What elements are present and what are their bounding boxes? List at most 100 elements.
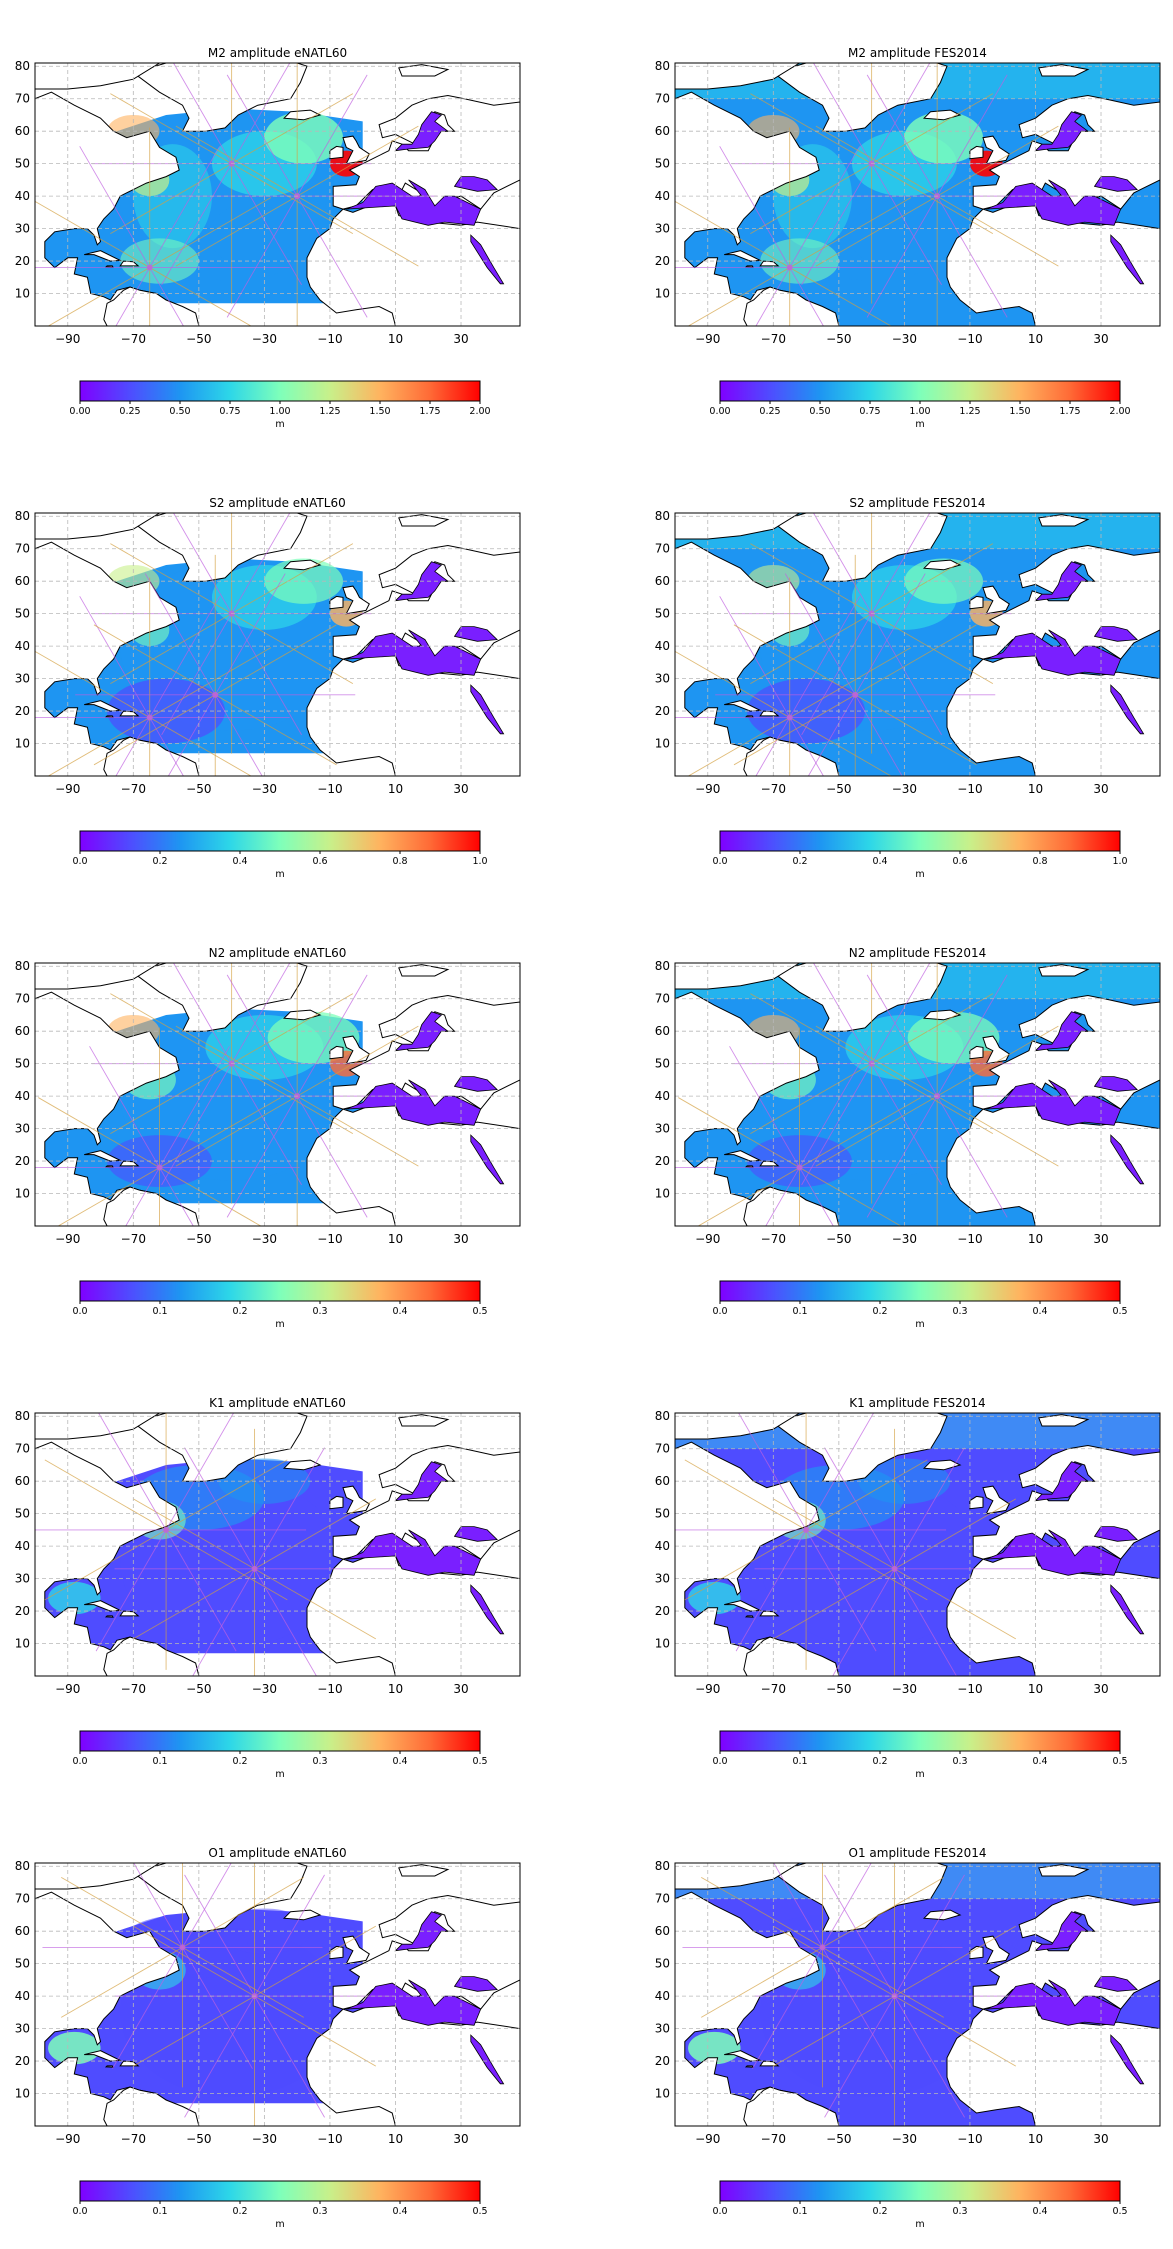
colorbar-unit: m <box>915 1769 924 1780</box>
colorbar-tick-label: 1.75 <box>1059 406 1080 417</box>
land-greenland <box>132 63 308 132</box>
phase-line <box>801 1063 873 1186</box>
phase-line <box>815 125 938 197</box>
y-tick-label: 70 <box>15 1442 30 1456</box>
x-tick-label: −30 <box>252 332 277 346</box>
y-tick-label: 50 <box>15 1057 30 1071</box>
phase-line <box>936 195 1008 318</box>
phase-line <box>110 93 232 165</box>
y-tick-label: 80 <box>655 59 670 73</box>
phase-line <box>112 1947 183 2069</box>
x-tick-label: −70 <box>761 1232 786 1246</box>
y-tick-label: 10 <box>15 2087 30 2101</box>
phase-line <box>60 1877 183 1948</box>
phase-line <box>733 694 856 766</box>
colorbar-tick-label: 0.75 <box>219 406 240 417</box>
x-tick-label: −90 <box>55 2132 80 2146</box>
y-tick-label: 10 <box>15 1637 30 1651</box>
y-tick-label: 60 <box>655 574 670 588</box>
phase-line <box>719 146 791 268</box>
phase-line <box>750 543 872 615</box>
phase-line <box>678 1097 800 1168</box>
x-tick-label: −90 <box>55 1232 80 1246</box>
phase-line <box>755 267 791 326</box>
phase-line <box>750 613 872 685</box>
map-frame <box>34 1412 521 1677</box>
phase-line <box>822 1947 893 2069</box>
land-southAmerica <box>743 1636 840 1676</box>
land-southAmerica <box>743 2086 840 2126</box>
phase-line <box>133 1498 255 1570</box>
colorbar-tick-label: 0.5 <box>1112 1306 1127 1317</box>
y-tick-label: 20 <box>655 704 670 718</box>
colorbar-unit: m <box>275 419 284 430</box>
y-tick-label: 60 <box>15 124 30 138</box>
y-tick-label: 40 <box>655 639 670 653</box>
phase-line <box>855 694 977 766</box>
map-area <box>675 63 1160 326</box>
phase-line <box>110 163 232 235</box>
y-tick-label: 30 <box>15 1572 30 1586</box>
y-tick-label: 50 <box>655 1057 670 1071</box>
phase-line <box>35 650 150 718</box>
y-tick-label: 10 <box>655 287 670 301</box>
land-southAmerica <box>103 286 200 326</box>
phase-line <box>226 1095 298 1218</box>
land-jamaica <box>104 2065 114 2068</box>
land-southAmerica <box>103 1186 200 1226</box>
phase-line <box>93 694 216 766</box>
y-tick-label: 40 <box>655 1089 670 1103</box>
sea-med <box>986 629 1122 676</box>
y-tick-label: 20 <box>655 1154 670 1168</box>
phase-line <box>801 163 873 286</box>
sea-red <box>1110 684 1145 735</box>
y-tick-label: 80 <box>655 509 670 523</box>
colorbar <box>79 380 481 402</box>
map-area <box>675 1863 1160 2126</box>
colorbar-unit: m <box>275 1769 284 1780</box>
colorbar-tick-label: 0.0 <box>712 856 727 867</box>
phase-line <box>894 1925 1017 1997</box>
land-greatBritain <box>342 135 370 165</box>
phase-line <box>98 1413 167 1531</box>
colorbar-tick-label: 0.4 <box>392 2206 407 2217</box>
land-svalbard <box>398 64 450 77</box>
colorbar-tick-label: 0.4 <box>872 856 887 867</box>
phase-line <box>675 650 790 718</box>
colorbar-tick-label: 1.0 <box>472 856 487 867</box>
x-tick-label: 10 <box>1028 1682 1043 1696</box>
amplitude-region <box>858 1458 951 1504</box>
colorbar <box>79 830 481 852</box>
colorbar-tick-label: 1.00 <box>269 406 290 417</box>
phase-line <box>936 125 1059 197</box>
colorbar-tick-label: 0.2 <box>792 856 807 867</box>
y-tick-label: 50 <box>15 607 30 621</box>
land-ireland <box>969 145 984 160</box>
amphidrome-point <box>852 691 859 698</box>
phase-line <box>733 624 856 696</box>
y-tick-label: 30 <box>15 222 30 236</box>
y-tick-label: 20 <box>655 1604 670 1618</box>
y-tick-label: 60 <box>15 1024 30 1038</box>
phase-line <box>815 195 938 267</box>
y-tick-label: 20 <box>15 1154 30 1168</box>
map-area <box>35 63 520 326</box>
phase-line <box>254 1995 325 2118</box>
phase-line <box>789 647 912 718</box>
phase-line <box>144 573 216 696</box>
phase-line <box>149 596 221 718</box>
colorbar-tick-label: 0.3 <box>952 2206 967 2217</box>
amphidrome-point <box>786 264 793 271</box>
phase-line <box>675 200 790 268</box>
colorbar-tick-label: 0.6 <box>952 856 967 867</box>
phase-line <box>231 163 303 286</box>
land-greatBritain <box>982 585 1010 615</box>
phase-line <box>110 543 232 615</box>
x-tick-label: −90 <box>695 1232 720 1246</box>
map-frame <box>674 1412 1161 1677</box>
sea-red <box>1110 1134 1145 1185</box>
amplitude-region <box>858 1908 951 1954</box>
y-tick-label: 10 <box>655 737 670 751</box>
map-frame <box>674 512 1161 777</box>
